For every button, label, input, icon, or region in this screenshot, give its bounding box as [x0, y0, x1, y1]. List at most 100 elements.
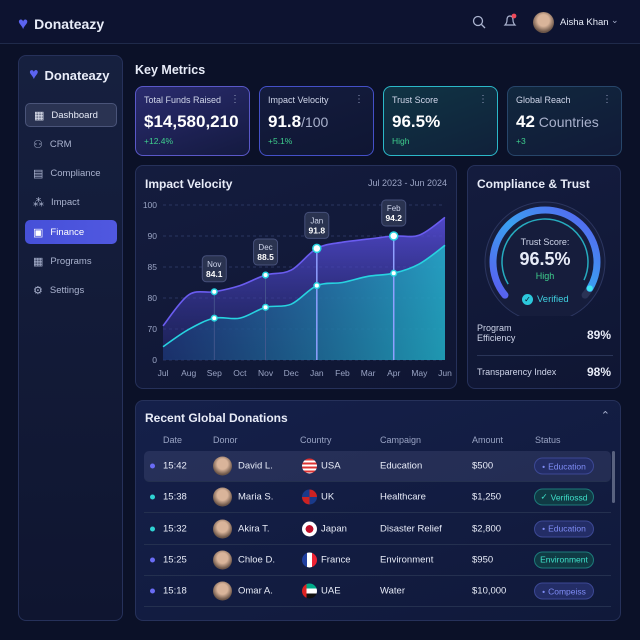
flag-japan-icon [302, 521, 317, 537]
user-avatar[interactable] [533, 12, 554, 33]
scrollbar[interactable] [612, 451, 615, 503]
sidebar-brand: ♥ Donateazy [29, 66, 110, 83]
flag-uae-icon [302, 583, 317, 599]
tooltip-value: 88.5 [257, 252, 274, 262]
compliance-title: Compliance & Trust [477, 177, 590, 191]
status-badge[interactable]: Environment [534, 551, 594, 569]
chart-svg: 0 70 80 85 90 100 Jul Aug Sep Oct Nov Dec Jan Feb Mar A… [143, 199, 452, 378]
y-tick-label: 80 [148, 293, 158, 303]
status-badge[interactable]: • Education [534, 520, 594, 538]
section-title: Key Metrics [135, 63, 206, 77]
data-point[interactable] [261, 271, 270, 279]
dot-icon: • [542, 586, 546, 597]
heart-logo-icon: ♥ [29, 66, 39, 83]
flag-uk-icon [302, 489, 317, 505]
brand-logo[interactable]: ♥ Donateazy [18, 14, 105, 33]
status-badge[interactable]: • Education [534, 457, 594, 475]
user-name[interactable]: Aisha Khan [560, 17, 609, 28]
data-point[interactable] [390, 269, 398, 277]
column-header[interactable]: Amount [472, 435, 504, 445]
donor-avatar [213, 519, 232, 539]
gauge-value: 96.5% [519, 249, 571, 269]
gear-icon: ⚙ [33, 285, 43, 298]
data-point[interactable] [388, 231, 399, 241]
column-header[interactable]: Donor [213, 435, 238, 445]
y-tick-label: 90 [148, 231, 158, 241]
heart-logo-icon: ♥ [18, 14, 29, 33]
more-options-icon[interactable]: ⋮ [230, 94, 240, 105]
table-row[interactable]: 15:18 Omar A. UAE Water $10,000 • Compeis… [144, 576, 611, 608]
check-circle-icon: ✓ [522, 294, 533, 305]
data-point[interactable] [313, 282, 321, 290]
tooltip [381, 199, 407, 227]
y-tick-label: 70 [148, 324, 158, 334]
top-header: ♥ Donateazy Aisha Khan ⌄ [0, 0, 640, 44]
tooltip-month: Dec [258, 243, 272, 252]
sidebar-item-impact[interactable]: ⁂ Impact [33, 197, 80, 210]
donor-avatar [213, 581, 232, 601]
tooltip [304, 211, 330, 239]
column-header[interactable]: Status [535, 435, 561, 445]
bell-icon[interactable] [502, 13, 518, 29]
column-header[interactable]: Date [163, 435, 183, 445]
sidebar-item-compliance[interactable]: ▤ Compliance [33, 168, 101, 181]
x-tick-label: Jul [158, 368, 169, 378]
status-dot [150, 526, 155, 532]
tooltip-value: 84.1 [206, 269, 223, 279]
column-header[interactable]: Campaign [380, 435, 422, 445]
dot-icon: • [542, 461, 546, 471]
more-options-icon[interactable]: ⋮ [478, 94, 488, 105]
wallet-icon: ▣ [33, 226, 44, 239]
status-dot [150, 588, 155, 594]
x-tick-label: Apr [387, 368, 400, 378]
sidebar-item-dashboard[interactable]: ▦ Dashboard [25, 103, 117, 127]
table-row[interactable]: 15:25 Chloe D. France Environment $950 E… [144, 545, 611, 576]
chevron-down-icon[interactable]: ⌄ [611, 15, 619, 25]
tooltip-month: Nov [207, 260, 221, 269]
metric-card[interactable]: Impact Velocity ⋮ 91.8/100 +5.1% [259, 86, 374, 156]
program-efficiency-label: Program Efficiency [477, 323, 516, 343]
transparency-label: Transparency Index [477, 367, 557, 377]
data-point[interactable] [210, 288, 218, 296]
flag-usa-icon [302, 458, 317, 474]
area-lower [163, 245, 445, 360]
document-icon: ▤ [33, 168, 44, 181]
data-point[interactable] [312, 243, 322, 254]
donor-avatar [213, 550, 232, 570]
more-options-icon[interactable]: ⋮ [354, 94, 364, 105]
chart-date-range[interactable]: Jul 2023 - Jun 2024 [367, 178, 447, 188]
table-row[interactable]: 15:32 Akira T. Japan Disaster Relief $2,… [144, 514, 611, 545]
table-row[interactable]: 15:42 David L. USA Education $500 • Educa… [144, 451, 611, 482]
collapse-chevron-icon[interactable]: ⌃ [600, 410, 610, 422]
compliance-card: Compliance & Trust Trust Score: 96.5% Hi… [467, 165, 621, 389]
table-row[interactable]: 15:38 Maria S. UK Healthcare $1,250 ✓ Ver… [144, 482, 611, 514]
metric-card[interactable]: Global Reach ⋮ 42 Countries +3 [507, 86, 622, 156]
tooltip-month: Feb [387, 204, 401, 213]
more-options-icon[interactable]: ⋮ [602, 94, 612, 105]
sidebar-item-programs[interactable]: ▦ Programs [33, 256, 92, 268]
x-tick-label: Feb [335, 368, 350, 378]
sidebar-item-crm[interactable]: ⚇ CRM [33, 138, 72, 151]
search-icon[interactable] [472, 15, 486, 29]
x-tick-label: Oct [233, 368, 247, 378]
data-point[interactable] [210, 314, 218, 322]
sidebar-item-settings[interactable]: ⚙ Settings [33, 285, 85, 298]
tooltip [201, 255, 227, 283]
metric-card[interactable]: Total Funds Raised ⋮ $14,580,210 +12.4% [135, 86, 250, 156]
tooltip-month: Jan [310, 216, 323, 225]
status-badge[interactable]: ✓ Verifiossd [534, 488, 594, 506]
metric-card[interactable]: Trust Score ⋮ 96.5% High [383, 86, 498, 156]
column-header[interactable]: Country [300, 435, 332, 445]
grid-icon: ▦ [34, 109, 45, 122]
gauge-knob [586, 285, 593, 292]
gauge-fill [489, 206, 601, 299]
transparency-value: 98% [586, 365, 611, 379]
donor-avatar [213, 487, 232, 507]
data-point[interactable] [261, 303, 270, 311]
check-icon: ✓ [540, 491, 548, 502]
trust-gauge [484, 201, 606, 316]
tooltip [253, 238, 279, 266]
sidebar-item-finance[interactable]: ▣ Finance [25, 220, 117, 245]
tooltip-value: 91.8 [309, 225, 326, 235]
status-badge[interactable]: • Compeiss [534, 582, 594, 600]
